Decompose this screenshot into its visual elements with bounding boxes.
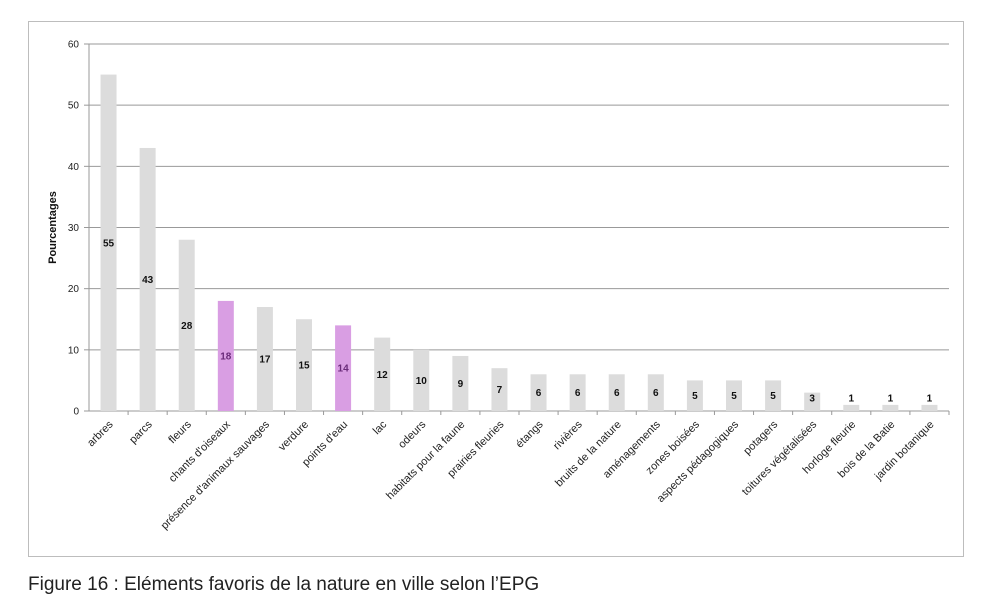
- category-label: odeurs: [396, 418, 429, 451]
- data-label: 55: [103, 238, 115, 249]
- data-label: 14: [338, 364, 350, 375]
- data-label: 3: [809, 394, 815, 405]
- y-tick-label: 0: [73, 407, 79, 418]
- y-tick-label: 10: [68, 345, 80, 356]
- y-tick-label: 40: [68, 162, 80, 173]
- category-label: bruits de la nature: [553, 419, 624, 490]
- category-label: habitats pour la faune: [384, 419, 467, 502]
- data-label: 6: [575, 388, 581, 399]
- data-label: 10: [416, 376, 428, 387]
- category-label: toitures végétalisées: [740, 418, 820, 498]
- bars: [100, 74, 938, 412]
- category-label: potagers: [741, 418, 780, 457]
- data-label: 5: [731, 391, 737, 402]
- bar: [374, 337, 391, 411]
- y-tick-label: 30: [68, 223, 80, 234]
- bar: [217, 300, 234, 411]
- category-label: fleurs: [166, 418, 194, 446]
- data-label: 5: [692, 391, 698, 402]
- bar: [530, 374, 547, 411]
- data-label: 17: [259, 355, 271, 366]
- bar: [139, 147, 156, 411]
- y-axis-ticks: 0 10 20 30 40 50 60: [68, 40, 80, 418]
- data-label: 15: [298, 361, 310, 372]
- bar: [452, 355, 469, 411]
- y-axis-title: Pourcentages: [47, 191, 59, 264]
- data-label: 6: [614, 388, 620, 399]
- bar: [413, 349, 430, 411]
- y-tick-label: 20: [68, 284, 80, 295]
- bar: [608, 374, 625, 411]
- data-label: 7: [497, 385, 503, 396]
- data-label: 1: [927, 394, 933, 405]
- data-label: 6: [653, 388, 659, 399]
- y-tick-label: 60: [68, 40, 80, 51]
- category-label: aspects pédagogiques: [655, 418, 742, 505]
- bar: [491, 368, 508, 411]
- data-label: 12: [377, 370, 389, 381]
- bar: [296, 319, 312, 411]
- data-label: 9: [458, 379, 464, 390]
- bar: [765, 380, 782, 411]
- bar: [256, 307, 273, 411]
- y-tick-label: 50: [68, 101, 80, 112]
- bar: [843, 404, 860, 411]
- bar: [100, 74, 117, 412]
- bar: [569, 374, 586, 411]
- bar: [178, 239, 195, 411]
- bar: [647, 374, 664, 411]
- data-label: 1: [848, 394, 854, 405]
- category-label: étangs: [514, 418, 546, 450]
- data-label: 43: [142, 275, 154, 286]
- category-label: arbres: [85, 418, 116, 449]
- bar: [882, 404, 899, 411]
- bar: [921, 404, 938, 411]
- data-label: 6: [536, 388, 542, 399]
- data-label: 18: [220, 351, 232, 362]
- gridlines: [84, 43, 950, 415]
- chart-frame: 0 10 20 30 40 50 60 55 43 28 18 17 15 14 12 10 9 7 6 6 6 6 5 5…: [28, 21, 964, 557]
- category-label: verdure: [276, 419, 311, 454]
- bar: [335, 325, 352, 411]
- data-label: 28: [181, 321, 193, 332]
- category-label: parcs: [127, 418, 155, 446]
- category-label: rivières: [551, 418, 585, 452]
- category-label: lac: [371, 418, 390, 437]
- bar: [686, 380, 703, 411]
- data-label: 5: [770, 391, 776, 402]
- data-label: 1: [888, 394, 894, 405]
- bar: [804, 392, 821, 411]
- figure-caption: Figure 16 : Eléments favoris de la natur…: [28, 574, 540, 595]
- bar: [726, 380, 742, 411]
